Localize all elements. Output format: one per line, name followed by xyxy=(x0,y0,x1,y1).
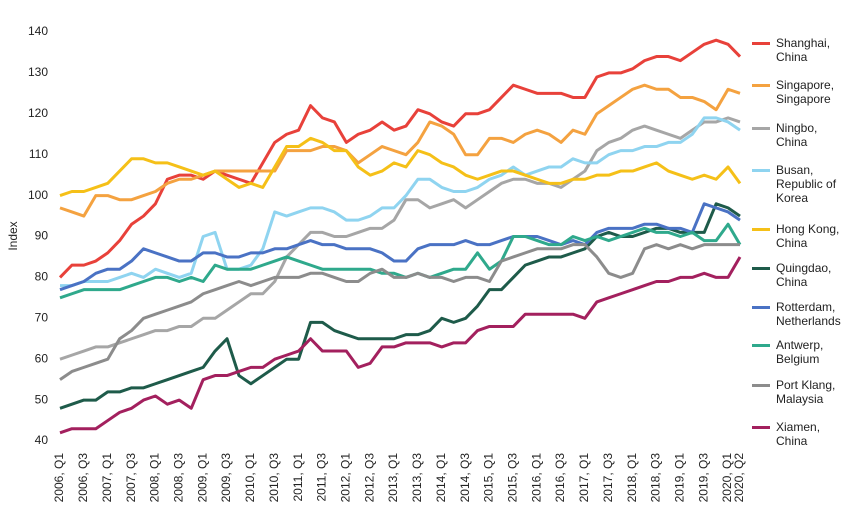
x-tick-label: 2012, Q3 xyxy=(362,453,376,503)
y-tick-label: 50 xyxy=(35,392,49,406)
legend-entry: Ningbo, China xyxy=(752,121,848,149)
x-tick-label: 2016, Q1 xyxy=(529,453,543,503)
x-tick-label: 2020, Q2 xyxy=(732,453,746,503)
x-tick-label: 2013, Q3 xyxy=(410,453,424,503)
legend-entry: Shanghai, China xyxy=(752,36,848,64)
y-tick-label: 70 xyxy=(35,310,49,324)
series-line xyxy=(59,243,740,381)
legend-label: Port Klang, Malaysia xyxy=(776,378,836,406)
y-tick-label: 40 xyxy=(35,433,49,447)
y-tick-label: 130 xyxy=(28,65,48,79)
legend-swatch xyxy=(752,169,770,172)
legend-entry: Singapore, Singapore xyxy=(752,78,848,106)
x-tick-label: 2012, Q1 xyxy=(338,453,352,503)
x-tick-label: 2018, Q1 xyxy=(625,453,639,503)
series-line xyxy=(59,256,742,435)
x-tick-label: 2018, Q3 xyxy=(649,453,663,503)
series-line xyxy=(60,116,741,288)
legend-swatch xyxy=(752,426,770,429)
legend-swatch xyxy=(752,228,770,231)
legend-label: Quingdao, China xyxy=(776,261,832,289)
legend-swatch xyxy=(752,384,770,387)
x-tick-label: 2015, Q3 xyxy=(506,453,520,503)
legend-swatch xyxy=(752,267,770,270)
x-tick-label: 2010, Q1 xyxy=(243,453,257,503)
x-tick-label: 2017, Q1 xyxy=(577,453,591,503)
legend-entry: Quingdao, China xyxy=(752,261,848,289)
legend-entry: Busan, Republic of Korea xyxy=(752,163,848,205)
y-tick-label: 120 xyxy=(28,106,48,120)
legend-swatch xyxy=(752,127,770,130)
legend-label: Rotterdam, Netherlands xyxy=(776,300,841,328)
x-tick-label: 2014, Q1 xyxy=(434,453,448,503)
legend-entry: Hong Kong, China xyxy=(752,222,848,250)
x-tick-label: 2007, Q1 xyxy=(100,453,114,503)
y-tick-label: 90 xyxy=(35,229,49,243)
legend-swatch xyxy=(752,42,770,45)
series-line xyxy=(59,116,741,361)
x-tick-label: 2007, Q3 xyxy=(124,453,138,503)
y-tick-label: 110 xyxy=(29,147,48,161)
x-tick-label: 2011, Q3 xyxy=(315,453,329,502)
x-tick-label: 2014, Q3 xyxy=(458,453,472,503)
y-tick-label: 100 xyxy=(28,188,48,202)
x-tick-label: 2008, Q1 xyxy=(148,453,162,503)
y-tick-label: 60 xyxy=(35,351,49,365)
x-tick-label: 2016, Q3 xyxy=(553,453,567,503)
series-line xyxy=(59,202,741,292)
x-tick-label: 2017, Q3 xyxy=(601,453,615,503)
x-tick-label: 2008, Q3 xyxy=(171,453,185,503)
legend-entry: Xiamen, China xyxy=(752,420,848,448)
x-tick-label: 2006, Q1 xyxy=(52,453,66,503)
series-line xyxy=(59,222,742,300)
legend-swatch xyxy=(752,306,770,309)
x-tick-label: 2009, Q3 xyxy=(219,453,233,503)
x-tick-label: 2015, Q1 xyxy=(482,453,496,503)
y-axis-label: Index xyxy=(6,221,20,250)
legend-label: Antwerp, Belgium xyxy=(776,338,824,366)
legend-label: Shanghai, China xyxy=(776,36,831,64)
legend-entry: Antwerp, Belgium xyxy=(752,338,848,366)
legend-label: Hong Kong, China xyxy=(776,222,840,250)
y-tick-label: 80 xyxy=(35,270,49,284)
x-tick-label: 2011, Q1 xyxy=(291,453,305,502)
x-tick-label: 2009, Q1 xyxy=(195,453,209,503)
x-tick-label: 2019, Q3 xyxy=(696,453,710,503)
legend-swatch xyxy=(752,344,770,347)
legend-entry: Port Klang, Malaysia xyxy=(752,378,848,406)
y-tick-label: 140 xyxy=(28,24,48,38)
legend-swatch xyxy=(752,84,770,87)
x-tick-label: 2013, Q1 xyxy=(386,453,400,503)
legend-entry: Rotterdam, Netherlands xyxy=(752,300,848,328)
legend-label: Xiamen, China xyxy=(776,420,821,448)
legend-label: Ningbo, China xyxy=(776,121,818,149)
x-tick-label: 2019, Q1 xyxy=(673,453,687,503)
series-line xyxy=(58,38,742,279)
series-line xyxy=(59,83,741,218)
x-tick-label: 2010, Q3 xyxy=(267,453,281,503)
legend-label: Busan, Republic of Korea xyxy=(776,163,837,205)
x-tick-label: 2006, Q3 xyxy=(76,453,90,503)
x-tick-label: 2020, Q1 xyxy=(720,453,734,503)
legend-label: Singapore, Singapore xyxy=(776,78,835,106)
series-line xyxy=(59,136,742,198)
series-line xyxy=(59,202,741,410)
